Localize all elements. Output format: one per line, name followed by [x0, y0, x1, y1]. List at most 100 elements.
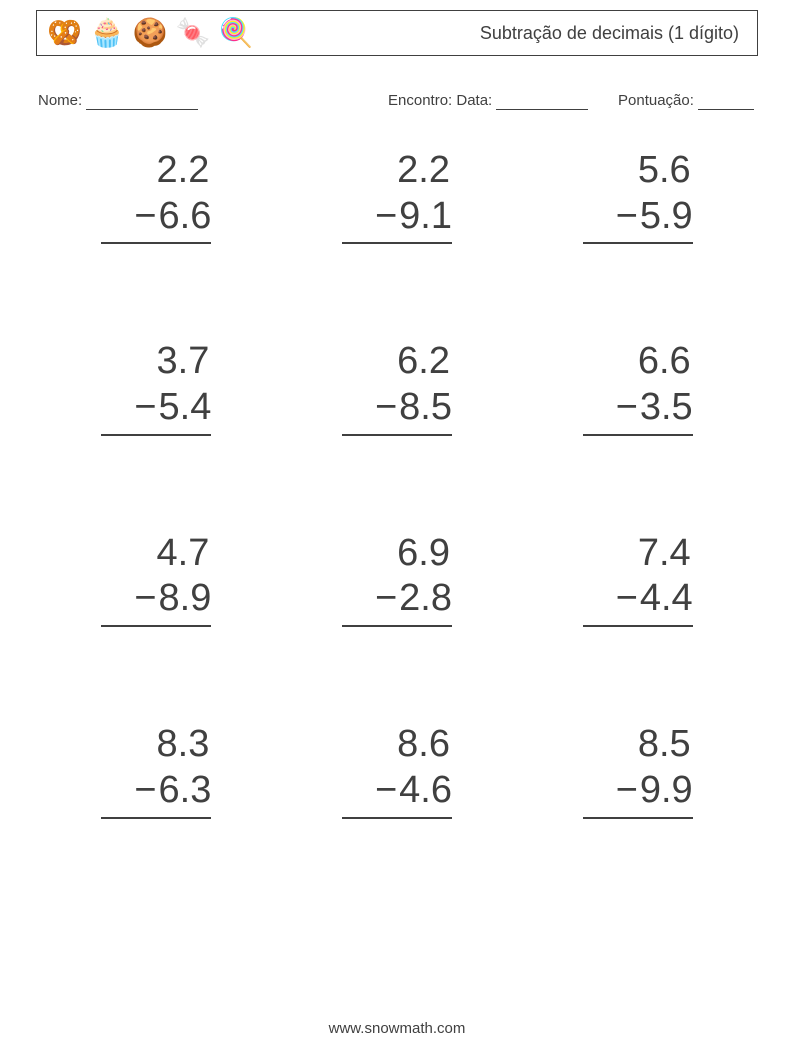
- problem-stack: 8.6−4.6: [342, 723, 452, 818]
- subtrahend: 4.4: [640, 577, 693, 619]
- subtrahend: 3.5: [640, 386, 693, 428]
- problem: 8.6−4.6: [277, 723, 518, 818]
- problem-stack: 6.6−3.5: [583, 340, 693, 435]
- problem-stack: 8.5−9.9: [583, 723, 693, 818]
- minuend: 6.6: [583, 340, 693, 384]
- header-box: 🥨 🧁 🍪 🍬 🍭 Subtração de decimais (1 dígit…: [36, 10, 758, 56]
- minuend: 8.3: [101, 723, 211, 767]
- name-blank[interactable]: [86, 94, 198, 110]
- subtrahend-row: −2.8: [342, 577, 452, 621]
- problem-stack: 6.9−2.8: [342, 532, 452, 627]
- cookie-icon: 🍪: [133, 19, 168, 47]
- answer-rule: [342, 434, 452, 436]
- minuend: 2.2: [342, 149, 452, 193]
- lollipop-icon: 🍭: [219, 19, 254, 47]
- subtrahend: 6.6: [159, 195, 212, 237]
- operator: −: [616, 386, 640, 428]
- operator: −: [134, 386, 158, 428]
- subtrahend: 8.9: [159, 577, 212, 619]
- score-segment: Pontuação:: [618, 92, 754, 109]
- subtrahend: 2.8: [399, 577, 452, 619]
- problem: 8.3−6.3: [36, 723, 277, 818]
- operator: −: [616, 195, 640, 237]
- operator: −: [375, 577, 399, 619]
- problem-stack: 6.2−8.5: [342, 340, 452, 435]
- problem: 8.5−9.9: [517, 723, 758, 818]
- problem: 4.7−8.9: [36, 532, 277, 627]
- problem-stack: 8.3−6.3: [101, 723, 211, 818]
- answer-rule: [101, 625, 211, 627]
- subtrahend: 9.9: [640, 769, 693, 811]
- problems-grid: 2.2−6.62.2−9.15.6−5.93.7−5.46.2−8.56.6−3…: [36, 149, 758, 819]
- header-icons: 🥨 🧁 🍪 🍬 🍭: [47, 19, 253, 47]
- subtrahend-row: −5.4: [101, 386, 211, 430]
- operator: −: [375, 195, 399, 237]
- operator: −: [616, 577, 640, 619]
- subtrahend-row: −8.5: [342, 386, 452, 430]
- subtrahend-row: −4.4: [583, 577, 693, 621]
- subtrahend-row: −9.1: [342, 195, 452, 239]
- answer-rule: [583, 817, 693, 819]
- date-blank[interactable]: [496, 94, 588, 110]
- subtrahend: 5.4: [159, 386, 212, 428]
- operator: −: [134, 769, 158, 811]
- minuend: 2.2: [101, 149, 211, 193]
- encounter-segment: Encontro: Data:: [388, 92, 618, 109]
- problem: 2.2−9.1: [277, 149, 518, 244]
- pretzel-icon: 🥨: [47, 19, 82, 47]
- problem: 5.6−5.9: [517, 149, 758, 244]
- operator: −: [375, 769, 399, 811]
- minuend: 7.4: [583, 532, 693, 576]
- problem-stack: 7.4−4.4: [583, 532, 693, 627]
- subtrahend-row: −9.9: [583, 769, 693, 813]
- operator: −: [134, 577, 158, 619]
- minuend: 8.6: [342, 723, 452, 767]
- answer-rule: [583, 242, 693, 244]
- name-label: Nome:: [38, 92, 82, 109]
- subtrahend-row: −4.6: [342, 769, 452, 813]
- operator: −: [375, 386, 399, 428]
- operator: −: [134, 195, 158, 237]
- subtrahend-row: −8.9: [101, 577, 211, 621]
- info-line: Nome: Encontro: Data: Pontuação:: [36, 92, 758, 109]
- score-blank[interactable]: [698, 94, 754, 110]
- name-segment: Nome:: [38, 92, 388, 109]
- problem: 6.2−8.5: [277, 340, 518, 435]
- operator: −: [616, 769, 640, 811]
- problem: 3.7−5.4: [36, 340, 277, 435]
- problem-stack: 4.7−8.9: [101, 532, 211, 627]
- page-title: Subtração de decimais (1 dígito): [480, 23, 739, 44]
- problem-stack: 3.7−5.4: [101, 340, 211, 435]
- worksheet-page: 🥨 🧁 🍪 🍬 🍭 Subtração de decimais (1 dígit…: [0, 0, 794, 1053]
- subtrahend: 4.6: [399, 769, 452, 811]
- problem: 7.4−4.4: [517, 532, 758, 627]
- subtrahend-row: −6.6: [101, 195, 211, 239]
- subtrahend: 6.3: [159, 769, 212, 811]
- subtrahend-row: −5.9: [583, 195, 693, 239]
- cupcake-icon: 🧁: [90, 19, 125, 47]
- candy-icon: 🍬: [176, 19, 211, 47]
- score-label: Pontuação:: [618, 92, 694, 109]
- footer-url: www.snowmath.com: [0, 1020, 794, 1037]
- problem-stack: 2.2−6.6: [101, 149, 211, 244]
- minuend: 5.6: [583, 149, 693, 193]
- minuend: 6.2: [342, 340, 452, 384]
- problem: 6.9−2.8: [277, 532, 518, 627]
- encounter-label: Encontro: Data:: [388, 92, 492, 109]
- subtrahend: 5.9: [640, 195, 693, 237]
- answer-rule: [583, 434, 693, 436]
- answer-rule: [342, 242, 452, 244]
- answer-rule: [101, 817, 211, 819]
- problem-stack: 2.2−9.1: [342, 149, 452, 244]
- answer-rule: [101, 242, 211, 244]
- subtrahend: 9.1: [399, 195, 452, 237]
- answer-rule: [342, 817, 452, 819]
- subtrahend-row: −6.3: [101, 769, 211, 813]
- minuend: 3.7: [101, 340, 211, 384]
- answer-rule: [101, 434, 211, 436]
- subtrahend-row: −3.5: [583, 386, 693, 430]
- answer-rule: [583, 625, 693, 627]
- minuend: 6.9: [342, 532, 452, 576]
- minuend: 4.7: [101, 532, 211, 576]
- answer-rule: [342, 625, 452, 627]
